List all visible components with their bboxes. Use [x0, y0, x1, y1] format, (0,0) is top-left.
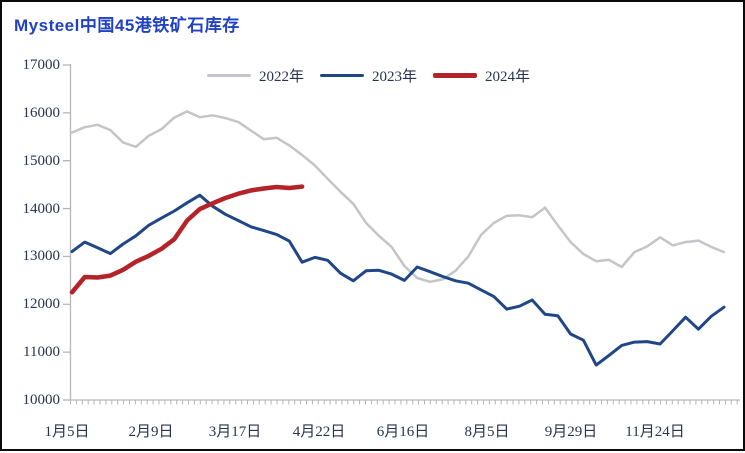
y-axis-tick-label: 15000: [22, 152, 61, 169]
y-axis-tick-label: 17000: [22, 57, 61, 73]
x-axis-minor-ticks: [70, 400, 738, 405]
legend: 2022年 2023年 2024年: [207, 64, 530, 86]
x-axis-tick-label: 3月17日: [208, 424, 262, 440]
x-axis-tick-label: 8月5日: [464, 424, 510, 440]
legend-swatch-2023: [320, 73, 365, 77]
legend-label-2024: 2024年: [485, 68, 531, 85]
legend-item-2023: 2023年: [320, 65, 417, 86]
x-axis-tick-label: 4月22日: [292, 424, 346, 440]
y-axis-tick-label: 16000: [22, 104, 61, 121]
legend-label-2023: 2023年: [372, 68, 418, 85]
x-axis-tick-label: 11月24日: [625, 424, 685, 440]
x-axis-tick-label: 9月29日: [544, 424, 598, 440]
x-axis-tick-label: 6月16日: [376, 424, 430, 440]
y-axis-tick-label: 14000: [22, 200, 61, 217]
chart-title: Mysteel中国45港铁矿石库存: [14, 16, 240, 35]
series-line-2024: [69, 184, 305, 295]
y-axis-ticks: [63, 64, 71, 401]
x-axis-tick-label: 1月5日: [44, 424, 90, 440]
series-line-2022: [70, 110, 726, 284]
y-axis-tick-label: 10000: [22, 392, 61, 408]
legend-swatch-2022: [207, 73, 251, 77]
y-axis-tick-label: 12000: [22, 296, 61, 313]
legend-swatch-2024: [433, 72, 478, 78]
legend-item-2022: 2022年: [207, 65, 304, 86]
y-axis-tick-label: 13000: [22, 248, 61, 265]
legend-label-2022: 2022年: [259, 68, 305, 85]
series-line-2023: [70, 193, 726, 367]
legend-item-2024: 2024年: [433, 65, 530, 86]
y-axis-tick-label: 11000: [23, 344, 60, 361]
x-axis-tick-label: 2月9日: [128, 424, 174, 440]
